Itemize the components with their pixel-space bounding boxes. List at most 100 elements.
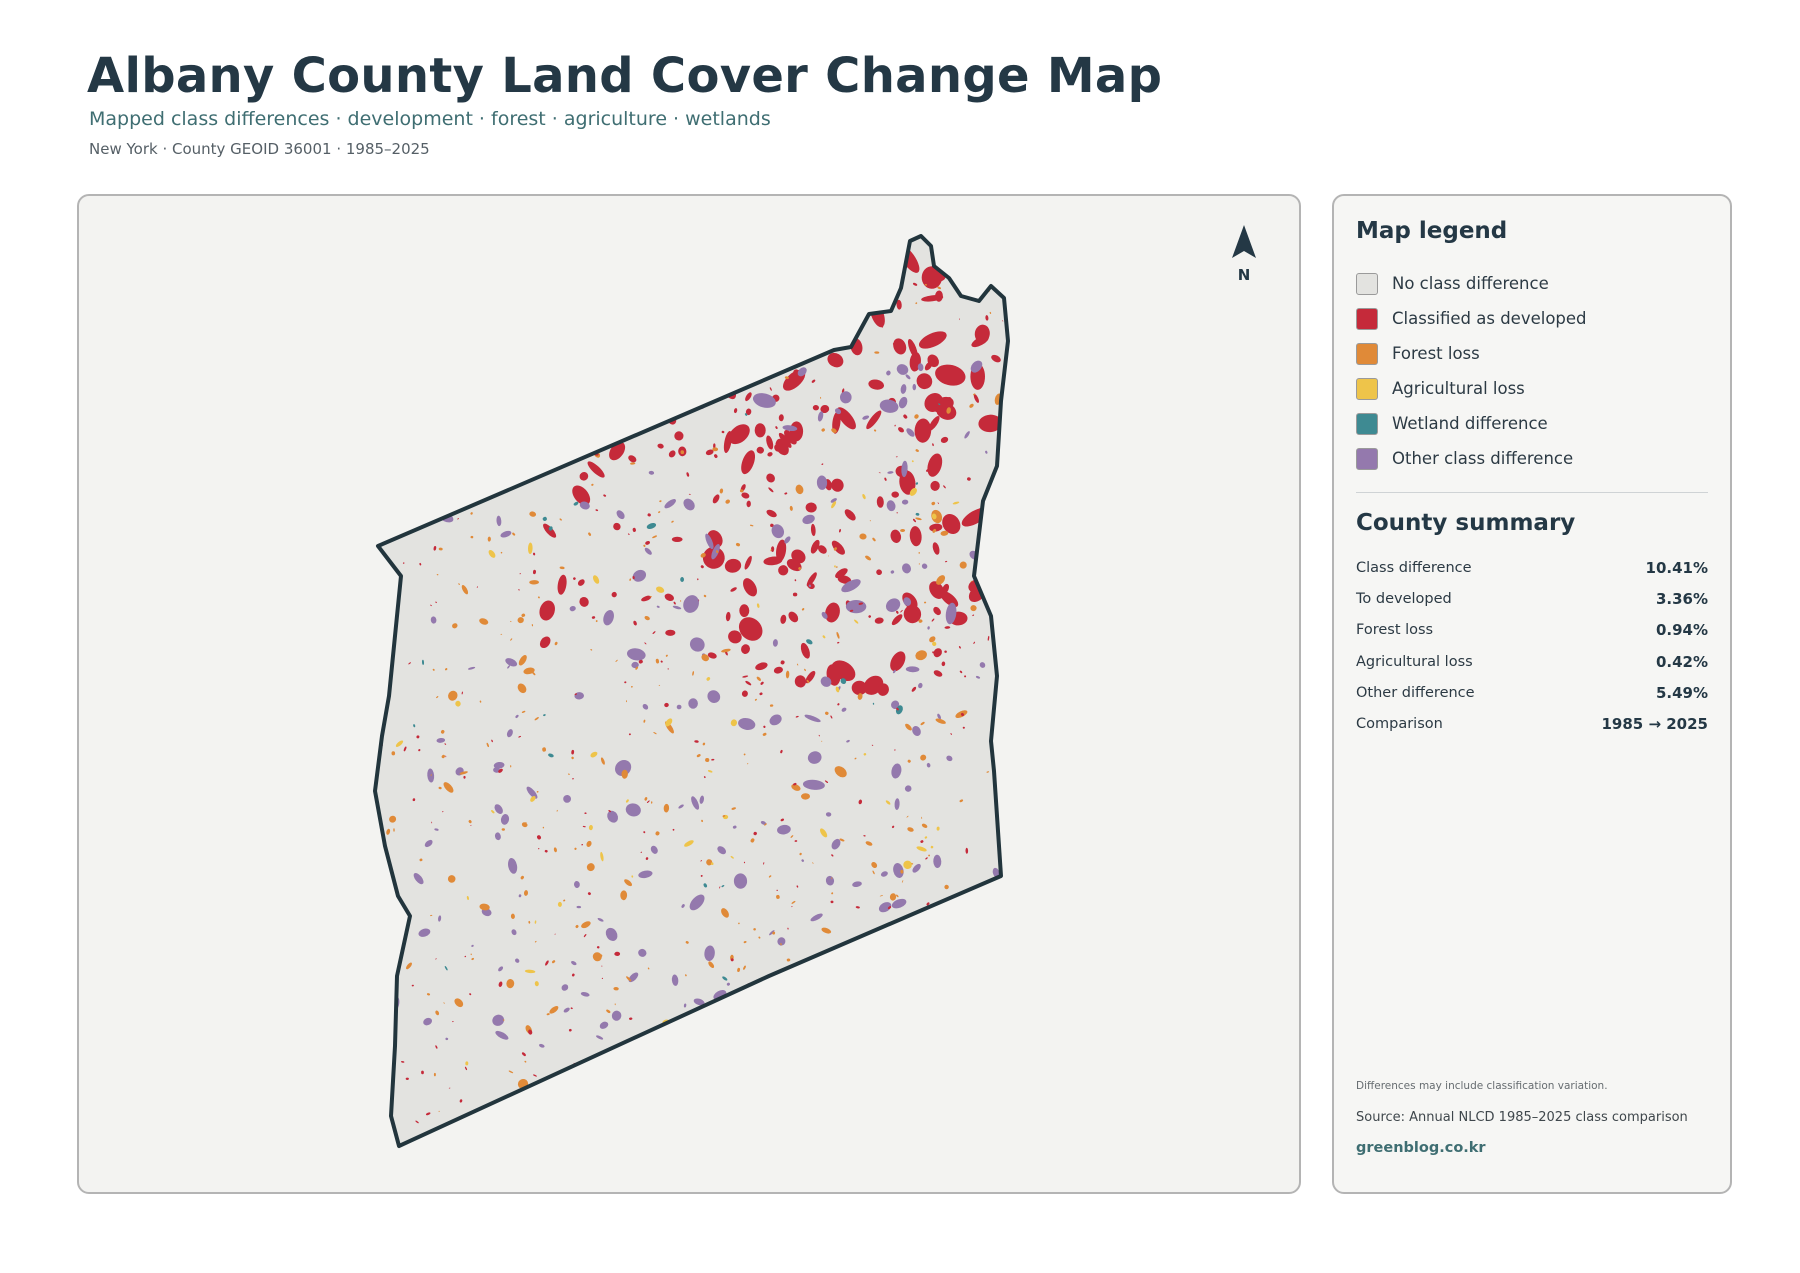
- change-patch: [836, 407, 856, 430]
- change-patch: [912, 282, 918, 286]
- change-patch: [643, 329, 646, 331]
- change-patch: [839, 528, 841, 533]
- change-patch: [575, 259, 580, 262]
- change-patch: [459, 771, 468, 775]
- change-patch: [659, 500, 662, 503]
- change-patch: [576, 400, 588, 410]
- site-link[interactable]: greenblog.co.kr: [1356, 1140, 1486, 1156]
- change-patch: [479, 276, 482, 279]
- change-patch: [987, 1046, 991, 1050]
- legend-item: Forest loss: [1356, 336, 1587, 371]
- change-patch: [905, 374, 911, 380]
- change-patch: [621, 769, 628, 779]
- change-patch: [419, 562, 422, 566]
- change-patch: [891, 491, 899, 498]
- change-patch: [863, 753, 867, 756]
- change-patch: [741, 690, 748, 697]
- change-patch: [819, 828, 828, 838]
- change-patch: [915, 302, 918, 305]
- change-patch: [915, 517, 922, 521]
- change-patch: [825, 711, 829, 715]
- change-patch: [763, 556, 783, 566]
- change-patch: [843, 309, 846, 312]
- change-patch: [458, 583, 460, 585]
- change-patch: [941, 661, 946, 667]
- change-patch: [912, 383, 917, 391]
- change-patch: [903, 414, 908, 419]
- change-patch: [428, 383, 432, 386]
- change-patch: [881, 325, 884, 328]
- change-patch: [940, 922, 949, 929]
- change-patch: [804, 668, 806, 672]
- change-patch: [944, 626, 951, 629]
- change-patch: [964, 675, 967, 678]
- change-patch: [418, 928, 431, 937]
- change-patch: [836, 660, 838, 663]
- change-patch: [625, 799, 629, 803]
- change-patch: [578, 379, 584, 383]
- change-patch: [987, 635, 990, 641]
- change-patch: [586, 863, 595, 872]
- change-patch: [942, 1059, 945, 1064]
- change-patch: [510, 765, 512, 768]
- change-patch: [465, 1061, 469, 1066]
- change-patch: [975, 675, 981, 679]
- change-patch: [769, 387, 772, 391]
- change-patch: [395, 452, 401, 459]
- change-patch: [944, 884, 949, 890]
- change-patch: [878, 472, 881, 474]
- change-patch: [743, 861, 746, 864]
- change-patch: [503, 1019, 505, 1021]
- change-patch: [975, 969, 993, 983]
- change-patch: [539, 636, 551, 649]
- change-patch: [498, 981, 503, 987]
- change-patch: [658, 1091, 668, 1100]
- change-patch: [711, 1064, 715, 1070]
- change-patch: [944, 948, 948, 953]
- change-patch: [946, 755, 953, 762]
- change-patch: [894, 749, 896, 751]
- change-patch: [750, 838, 755, 843]
- change-patch: [741, 492, 750, 499]
- change-patch: [395, 484, 416, 495]
- change-patch: [498, 768, 503, 773]
- change-patch: [444, 743, 447, 745]
- change-patch: [918, 552, 920, 554]
- change-patch: [579, 596, 589, 607]
- change-patch: [878, 902, 892, 913]
- change-patch: [676, 704, 682, 710]
- change-patch: [644, 616, 650, 621]
- change-patch: [644, 642, 647, 645]
- change-patch: [889, 893, 897, 901]
- change-patch: [658, 684, 661, 686]
- change-patch: [898, 396, 908, 409]
- change-patch: [664, 702, 669, 708]
- change-patch: [749, 524, 754, 527]
- change-patch: [908, 1017, 913, 1021]
- change-patch: [764, 1035, 774, 1054]
- change-patch: [705, 449, 714, 456]
- stat-row: Other difference 5.49%: [1356, 677, 1708, 708]
- change-patch: [960, 712, 965, 717]
- change-patch: [571, 973, 575, 977]
- change-patch: [484, 262, 489, 266]
- change-patch: [840, 678, 847, 685]
- change-patch: [854, 1059, 862, 1066]
- change-patch: [557, 574, 567, 595]
- change-patch: [944, 560, 948, 563]
- change-patch: [383, 509, 390, 515]
- change-patch: [416, 735, 420, 739]
- change-patch: [728, 424, 750, 445]
- change-patch: [865, 555, 872, 561]
- change-patch: [563, 899, 566, 902]
- change-patch: [495, 1030, 509, 1040]
- change-patch: [543, 714, 546, 717]
- change-patch: [810, 539, 820, 554]
- change-patch: [901, 880, 904, 883]
- change-patch: [581, 843, 583, 846]
- change-patch: [722, 815, 726, 817]
- change-patch: [914, 418, 932, 443]
- change-patch: [603, 494, 607, 497]
- change-patch: [707, 690, 721, 703]
- change-patch: [742, 374, 752, 383]
